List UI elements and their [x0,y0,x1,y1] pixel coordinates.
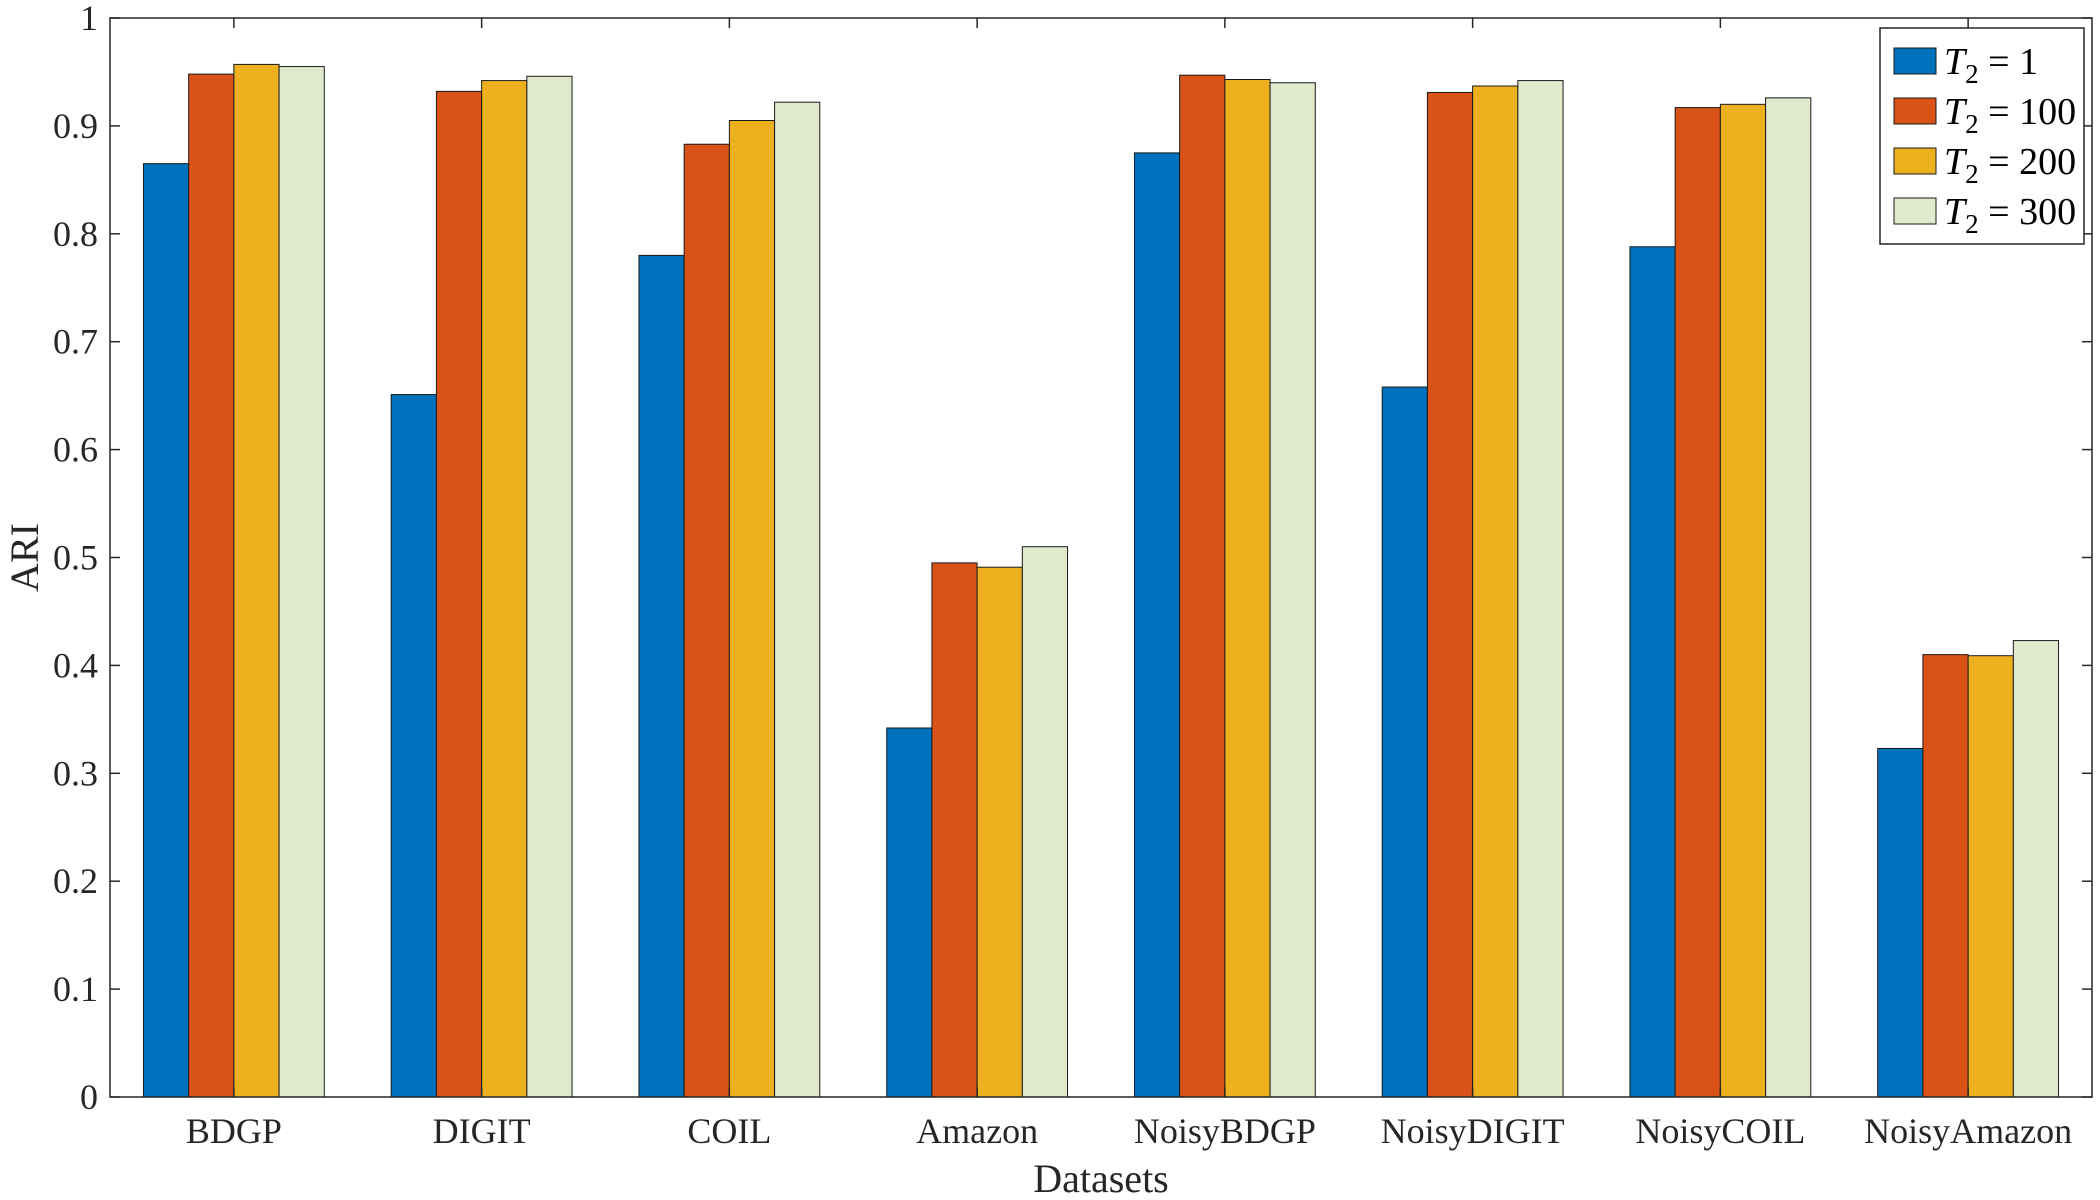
bar-coil-series-4 [774,101,821,1098]
bar-digit-series-2 [435,90,483,1098]
y-tick-label: 0.1 [53,969,98,1009]
bar-noisycoil-series-3 [1719,103,1767,1098]
bar-noisycoil-series-4 [1765,97,1812,1098]
bar-noisybdgp-series-1 [1133,152,1181,1098]
bar-noisyamazon-series-1 [1877,747,1924,1098]
bar-bdgp-series-4 [278,66,325,1098]
y-tick-label: 1 [80,0,98,38]
y-axis-label: ARI [2,523,47,592]
y-tick-label: 0.4 [53,645,98,685]
bar-noisybdgp-series-2 [1179,74,1226,1098]
x-tick-label-noisybdgp: NoisyBDGP [1134,1111,1316,1151]
bar-amazon-series-1 [886,727,933,1098]
x-tick-label-digit: DIGIT [433,1111,531,1151]
y-tick-label: 0.3 [53,753,98,793]
y-tick-label: 0.5 [53,538,98,578]
bar-digit-series-4 [526,75,573,1098]
bar-noisyamazon-series-4 [2012,640,2060,1098]
bar-bdgp-series-2 [188,73,235,1098]
bar-noisydigit-series-3 [1472,85,1519,1098]
y-tick-label: 0.9 [53,106,98,146]
bar-digit-series-1 [390,394,437,1098]
bar-amazon-series-3 [976,566,1023,1098]
bar-bdgp-series-1 [142,163,190,1098]
legend-label-series-3: T2 = 200 [1944,141,2076,189]
x-axis-label: Datasets [1033,1156,1169,1200]
bar-noisydigit-series-4 [1517,80,1564,1098]
legend-swatch-series-3 [1893,147,1937,175]
legend-label-series-4: T2 = 300 [1944,191,2076,239]
legend-swatch-series-2 [1893,97,1937,125]
bar-noisybdgp-series-4 [1269,82,1316,1098]
legend-swatch-series-1 [1893,47,1937,75]
bar-digit-series-3 [481,80,528,1098]
bar-noisycoil-series-2 [1674,107,1721,1098]
x-tick-label-noisydigit: NoisyDIGIT [1381,1111,1565,1151]
bar-bdgp-series-3 [233,63,280,1098]
x-tick-label-noisycoil: NoisyCOIL [1635,1111,1805,1151]
legend-swatch-series-4 [1893,197,1937,225]
bar-amazon-series-2 [931,562,978,1098]
x-tick-label-noisyamazon: NoisyAmazon [1864,1111,2072,1151]
x-tick-label-coil: COIL [687,1111,771,1151]
bar-coil-series-3 [728,120,776,1098]
y-tick-label: 0.6 [53,430,98,470]
bar-noisycoil-series-1 [1629,246,1676,1098]
bar-noisyamazon-series-3 [1967,655,2014,1098]
bar-amazon-series-4 [1021,546,1069,1098]
bar-coil-series-2 [683,143,730,1098]
bar-noisydigit-series-2 [1426,91,1474,1098]
bar-noisyamazon-series-2 [1922,654,1969,1098]
bar-noisydigit-series-1 [1381,386,1428,1098]
x-tick-label-bdgp: BDGP [186,1111,282,1151]
y-tick-label: 0 [80,1077,98,1117]
legend-label-series-2: T2 = 100 [1944,91,2076,139]
legend-label-series-1: T2 = 1 [1944,41,2038,89]
bars-layer [142,63,2060,1098]
y-tick-label: 0.2 [53,861,98,901]
bar-coil-series-1 [638,254,685,1098]
bar-noisybdgp-series-3 [1224,79,1271,1098]
ticks-layer: 0 0.1 0.2 0.3 0.4 0.5 0.6 0.7 0.8 0.9 1 BDGP DIGIT CO… [53,0,2092,1151]
y-tick-label: 0.8 [53,214,98,254]
y-tick-label: 0.7 [53,322,98,362]
x-tick-label-amazon: Amazon [916,1111,1038,1151]
